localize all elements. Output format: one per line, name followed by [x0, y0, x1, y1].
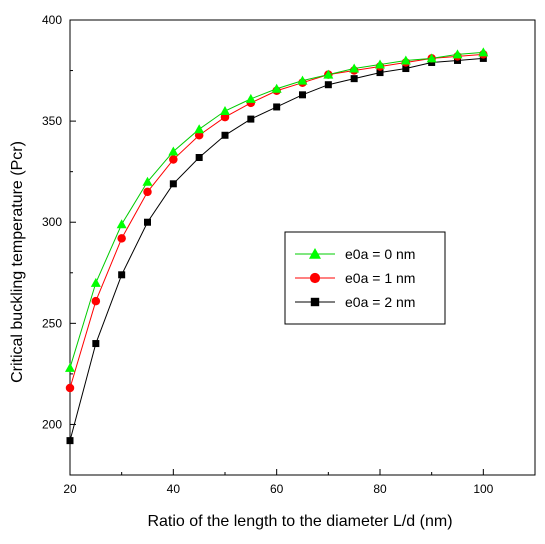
data-point: [194, 124, 205, 134]
data-point: [143, 187, 152, 197]
data-point: [349, 63, 360, 73]
y-tick-label: 250: [42, 316, 62, 330]
data-point: [478, 47, 489, 57]
x-tick-label: 40: [167, 482, 181, 496]
data-point: [452, 49, 463, 59]
data-point: [220, 106, 230, 115]
x-tick-label: 60: [270, 482, 284, 496]
x-tick-label: 20: [63, 482, 77, 496]
legend-label: e0a = 1 nm: [345, 270, 415, 286]
data-point: [169, 180, 177, 188]
data-point: [426, 53, 437, 63]
y-axis-label: Critical buckling temperature (Pcr): [9, 141, 26, 383]
data-point: [92, 340, 100, 348]
data-point: [116, 219, 127, 229]
legend: e0a = 0 nm e0a = 1 nm e0a = 2 nm: [284, 231, 446, 325]
data-point: [65, 383, 75, 393]
legend-label: e0a = 0 nm: [345, 246, 415, 262]
data-point: [118, 271, 126, 279]
y-tick-label: 300: [42, 215, 62, 229]
y-tick-label: 200: [42, 417, 62, 431]
legend-swatch-marker: [309, 248, 321, 259]
data-point: [271, 83, 282, 93]
legend-swatch-marker: [310, 297, 320, 307]
legend-item: e0a = 2 nm: [295, 294, 415, 310]
data-point: [117, 234, 126, 243]
data-point: [221, 131, 229, 139]
data-point: [273, 103, 281, 111]
legend-item: e0a = 1 nm: [295, 270, 415, 286]
legend-item: e0a = 0 nm: [295, 246, 415, 262]
legend-label: e0a = 2 nm: [345, 294, 415, 310]
data-point: [91, 296, 101, 306]
data-point: [66, 437, 74, 445]
data-point: [65, 362, 75, 372]
plot-area: [69, 19, 536, 476]
x-axis-ticks: 20 40 60 80 100: [63, 469, 494, 496]
data-point: [168, 146, 179, 156]
data-point: [169, 155, 178, 164]
data-point: [90, 277, 101, 287]
plot-frame: [69, 19, 536, 476]
data-point: [247, 115, 255, 123]
data-point: [376, 69, 384, 77]
series-1: [65, 50, 488, 393]
data-point: [299, 91, 306, 99]
x-axis-label: Ratio of the length to the diameter L/d …: [147, 513, 452, 530]
y-axis-ticks: 200 250 300 350 400: [42, 13, 76, 431]
legend-swatch-marker: [309, 272, 321, 284]
data-point: [402, 65, 410, 73]
x-tick-label: 100: [473, 482, 493, 496]
y-tick-label: 400: [42, 13, 62, 27]
data-point: [245, 93, 256, 103]
data-point: [144, 218, 151, 226]
data-point: [400, 55, 411, 65]
data-point: [297, 75, 308, 85]
series-0: [65, 47, 489, 372]
y-tick-label: 350: [42, 114, 62, 128]
data-point: [323, 69, 334, 79]
data-point: [195, 154, 203, 162]
series-layer: [65, 47, 489, 445]
x-tick-label: 80: [373, 482, 387, 496]
data-point: [350, 75, 358, 83]
data-point: [142, 176, 153, 186]
data-point: [375, 59, 385, 69]
data-point: [324, 81, 332, 89]
